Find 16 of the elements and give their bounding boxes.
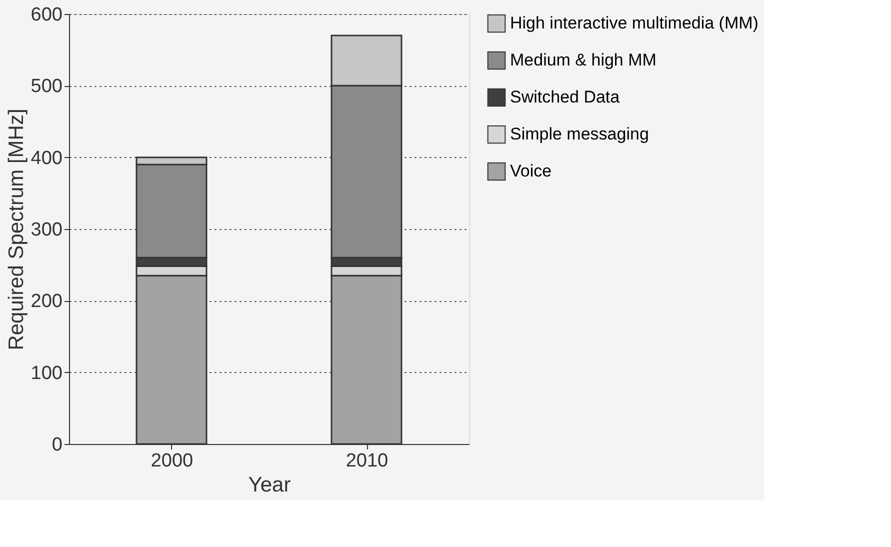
x-axis-title: Year [248, 474, 291, 496]
legend-label: Voice [510, 162, 552, 180]
y-tick-label: 600 [30, 4, 62, 26]
y-tick-label: 400 [30, 148, 62, 169]
x-tick-label: 2010 [346, 450, 388, 472]
legend-label: Switched Data [510, 88, 620, 106]
legend-label: High interactive multimedia (MM) [510, 14, 758, 32]
y-axis-title: Required Spectrum [MHz] [4, 108, 28, 350]
y-tick-label: 300 [30, 220, 62, 240]
y-tick-label: 100 [30, 362, 62, 384]
x-tick-label: 2000 [150, 450, 194, 472]
legend-label: Medium & high MM [510, 50, 656, 70]
y-tick-label: 200 [30, 291, 62, 312]
y-tick-label: 0 [52, 434, 62, 456]
y-tick-label: 500 [30, 76, 62, 98]
legend-label: Simple messaging [510, 124, 649, 144]
